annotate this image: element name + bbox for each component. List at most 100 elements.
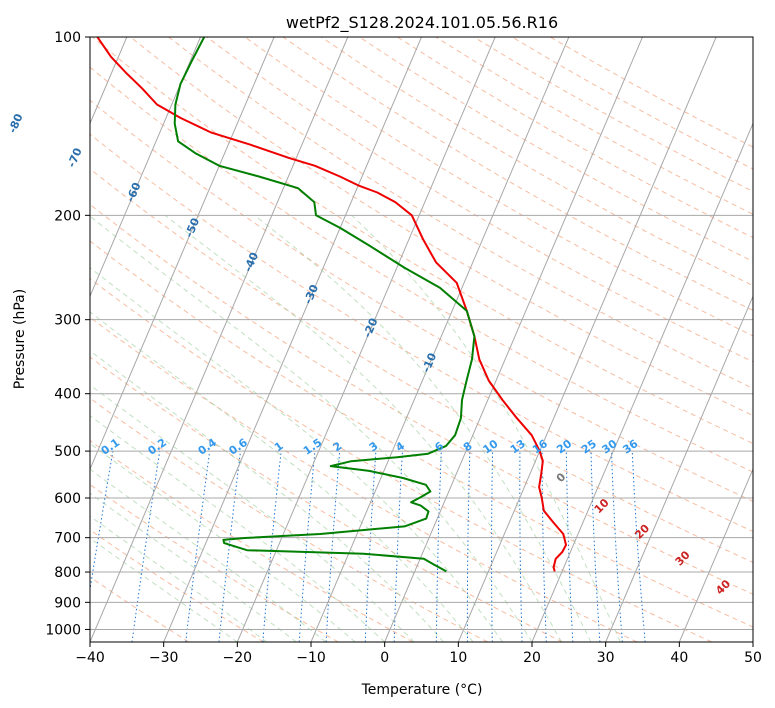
mixing-ratio-line (218, 451, 241, 642)
y-tick-label: 400 (54, 387, 81, 403)
dry-adiabat (90, 529, 264, 642)
dry-adiabat (435, 37, 753, 215)
mixing-ratio-label: 2 (331, 439, 345, 454)
mixing-ratio-label: 4 (393, 439, 407, 454)
moist-adiabat-label: 30 (673, 548, 693, 568)
x-tick-label: 40 (670, 650, 688, 666)
x-tick-label: −30 (149, 650, 179, 666)
mixing-ratio-line (185, 451, 211, 642)
moist-adiabat (90, 442, 356, 642)
isotherm (163, 37, 422, 642)
moist-adiabat (90, 311, 474, 642)
mixing-ratio-label: 10 (481, 437, 501, 457)
y-tick-label: 1000 (45, 622, 81, 638)
mixing-ratio-label: 25 (579, 437, 599, 456)
y-tick-label: 700 (54, 531, 81, 547)
isotherm-label: -10 (420, 351, 440, 375)
x-tick-label: 20 (523, 650, 541, 666)
x-tick-label: −40 (75, 650, 105, 666)
profile-line-1 (173, 37, 476, 573)
isotherm (457, 37, 717, 642)
isotherm (752, 640, 753, 642)
dry-adiabat (282, 37, 753, 312)
dry-adiabat (549, 37, 753, 148)
mixing-ratio-label: 1.5 (301, 436, 324, 458)
plot-frame (89, 36, 754, 643)
mixing-ratio-line (519, 451, 523, 642)
dry-adiabat (90, 203, 753, 595)
y-tick-label: 800 (54, 565, 81, 581)
moist-adiabat (254, 214, 592, 642)
x-tick-label: −10 (296, 650, 326, 666)
moist-adiabat (90, 492, 297, 642)
dry-adiabat (90, 316, 638, 642)
grid-lines (90, 37, 753, 642)
mixing-ratio-label: 0.1 (99, 436, 122, 458)
mixing-ratio-label: 0.4 (196, 436, 220, 458)
mixing-ratio-label: 20 (554, 437, 574, 457)
mixing-ratio-label: 1 (272, 439, 286, 454)
y-axis-label: Pressure (hPa) (12, 289, 28, 389)
dry-adiabat (90, 66, 753, 473)
mixing-ratio-line (262, 451, 282, 642)
moist-adiabat (90, 468, 327, 642)
moist-adiabat (90, 215, 533, 642)
mixing-ratio-label: 36 (620, 437, 640, 457)
mixing-ratio-line (364, 451, 377, 642)
isotherm (236, 37, 496, 642)
isotherm-label: -50 (182, 216, 202, 240)
isotherm (310, 37, 570, 642)
dry-adiabat (90, 240, 753, 628)
line-labels: -100-90-80-70-60-50-40-30-20-100.10.20.4… (6, 111, 734, 597)
dry-adiabat (90, 133, 753, 533)
y-tick-label: 200 (54, 208, 81, 224)
dry-adiabat (206, 37, 753, 363)
isotherm-label: -80 (6, 111, 26, 135)
dry-adiabat (90, 168, 753, 563)
isotherm (605, 295, 753, 642)
isotherm-label: -40 (241, 250, 261, 274)
dry-adiabat (130, 37, 753, 417)
mixing-ratio-line (611, 451, 623, 642)
dry-adiabat (244, 37, 753, 337)
isotherm (90, 37, 201, 298)
mixing-ratio-label: 8 (461, 439, 475, 454)
x-axis-label: Temperature (°C) (361, 682, 483, 698)
mixing-ratio-line (590, 451, 601, 642)
x-tick-label: 10 (449, 650, 467, 666)
isotherm (90, 37, 349, 642)
dry-adiabat (511, 37, 753, 170)
mixing-ratio-line (298, 451, 316, 642)
isotherm (531, 122, 753, 642)
mixing-ratio-label: 0.2 (146, 436, 169, 458)
moist-adiabat-label: 10 (592, 496, 612, 516)
mixing-ratio-line (435, 451, 442, 642)
moist-adiabat (164, 214, 562, 642)
isotherm (678, 467, 753, 642)
x-tick-label: −20 (223, 650, 253, 666)
isotherm (384, 37, 643, 642)
dry-adiabat (359, 37, 753, 263)
mixing-ratio-line (131, 451, 161, 642)
mixing-ratio-label: 3 (367, 439, 381, 454)
moist-adiabat (90, 415, 386, 642)
mixing-ratio-label: 13 (508, 437, 528, 456)
y-tick-label: 100 (54, 30, 81, 46)
chart-title: wetPf2_S128.2024.101.05.56.R16 (286, 13, 558, 33)
y-tick-label: 300 (54, 313, 81, 329)
x-tick-label: 0 (380, 650, 389, 666)
moist-adiabat (90, 515, 268, 642)
dry-adiabat (90, 356, 563, 642)
moist-adiabat-label: 40 (713, 577, 733, 597)
mixing-ratio-line (90, 451, 114, 593)
moist-adiabat (90, 537, 238, 642)
profile-line-0 (96, 37, 567, 572)
x-tick-label: 30 (597, 650, 615, 666)
dry-adiabat (90, 440, 414, 642)
dry-adiabat (90, 397, 488, 642)
moist-adiabat (351, 214, 621, 642)
profile-lines (96, 37, 567, 573)
mixing-ratio-line (631, 451, 646, 642)
dry-adiabat (90, 576, 190, 642)
